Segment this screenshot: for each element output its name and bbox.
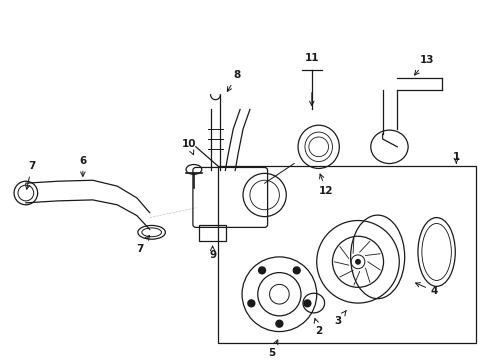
Bar bbox=[218, 166, 475, 343]
Text: 6: 6 bbox=[79, 156, 86, 176]
Text: 13: 13 bbox=[414, 55, 433, 75]
Text: 9: 9 bbox=[208, 246, 216, 260]
Text: 5: 5 bbox=[267, 340, 277, 358]
Text: 7: 7 bbox=[136, 235, 149, 254]
Text: 12: 12 bbox=[319, 174, 333, 196]
Text: 4: 4 bbox=[415, 283, 437, 296]
Text: 11: 11 bbox=[304, 53, 318, 63]
Text: 7: 7 bbox=[25, 162, 35, 189]
Circle shape bbox=[293, 267, 300, 274]
Bar bbox=[199, 225, 226, 241]
Text: 2: 2 bbox=[313, 319, 322, 336]
Circle shape bbox=[304, 300, 310, 307]
Circle shape bbox=[354, 259, 360, 265]
Circle shape bbox=[258, 267, 265, 274]
Circle shape bbox=[350, 255, 364, 269]
Text: 1: 1 bbox=[452, 152, 459, 162]
Text: 8: 8 bbox=[227, 70, 240, 91]
Circle shape bbox=[275, 320, 282, 327]
Circle shape bbox=[247, 300, 254, 307]
Text: 10: 10 bbox=[182, 139, 196, 155]
Text: 3: 3 bbox=[334, 311, 346, 326]
